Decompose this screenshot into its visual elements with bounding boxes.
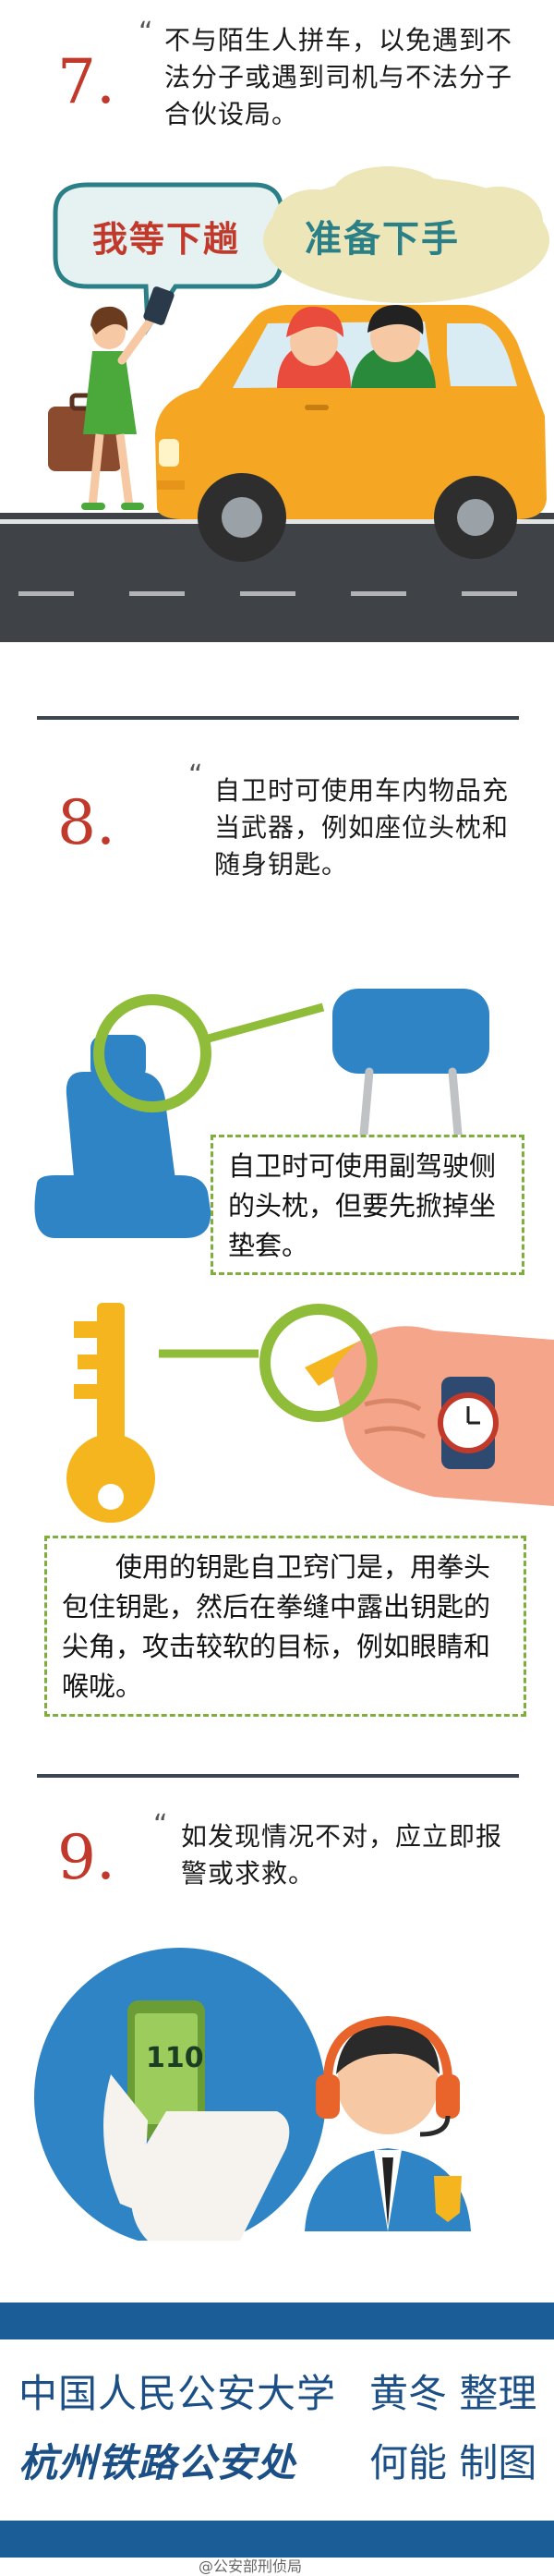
- section-divider: [37, 716, 519, 720]
- credit-person-1: 黄冬 整理: [369, 2371, 537, 2416]
- watch-icon: [438, 1377, 499, 1469]
- section-9-tip: 如发现情况不对，应立即报警或求救。: [181, 1821, 503, 1889]
- key-illustration: [66, 1303, 554, 1523]
- quote-open-icon: “: [153, 1809, 168, 1841]
- quote-open-icon: “: [138, 17, 153, 49]
- magnifier-line: [203, 1002, 325, 1044]
- operator: [305, 2015, 471, 2231]
- credit-org-1: 中国人民公安大学: [18, 2371, 337, 2416]
- headrest-tip-box: 自卫时可使用副驾驶侧的头枕，但要先掀掉坐垫套。: [211, 1135, 524, 1275]
- section-8-number: 8.: [57, 787, 115, 858]
- carpool-illustration: [0, 166, 554, 642]
- phone-110-text: 110: [146, 2042, 204, 2074]
- magnifier-ring: [93, 994, 211, 1112]
- watermark: @公安部刑侦局: [199, 2558, 303, 2575]
- hand-icon: [103, 2074, 290, 2241]
- emergency-call-illustration: [28, 1948, 526, 2278]
- section-7-tip: 不与陌生人拼车，以免遇到不法分子或遇到司机与不法分子合伙设局。: [164, 25, 513, 129]
- road-markings: [18, 591, 517, 596]
- headrest-illustration: [34, 989, 489, 1238]
- quote-open-icon: “: [188, 759, 203, 792]
- section-divider: [37, 1774, 519, 1778]
- key-icon: [66, 1303, 155, 1523]
- credit-org-2: 杭州铁路公安处: [18, 2440, 297, 2485]
- key-tip-box: 使用的钥匙自卫窍门是，用拳头包住钥匙，然后在拳缝中露出钥匙的尖角，攻击较软的目标…: [44, 1536, 526, 1717]
- section-8-tip: 自卫时可使用车内物品充当武器，例如座位头枕和随身钥匙。: [214, 775, 510, 880]
- female-passenger: [277, 306, 351, 388]
- bubble-left-text: 我等下趟: [92, 219, 241, 260]
- bubble-right-text: 准备下手: [305, 218, 460, 261]
- driver: [351, 305, 436, 388]
- phone-icon: [127, 2000, 205, 2139]
- footer-band: [0, 2521, 554, 2558]
- credit-person-2: 何能 制图: [369, 2440, 537, 2485]
- section-9-number: 9.: [57, 1822, 115, 1893]
- section-7-number: 7.: [57, 46, 115, 117]
- footer-band: [0, 2303, 554, 2339]
- woman-with-phone: [48, 286, 175, 510]
- magnifier-ring: [259, 1304, 378, 1422]
- headrest: [332, 989, 489, 1160]
- car-seat: [34, 1035, 211, 1238]
